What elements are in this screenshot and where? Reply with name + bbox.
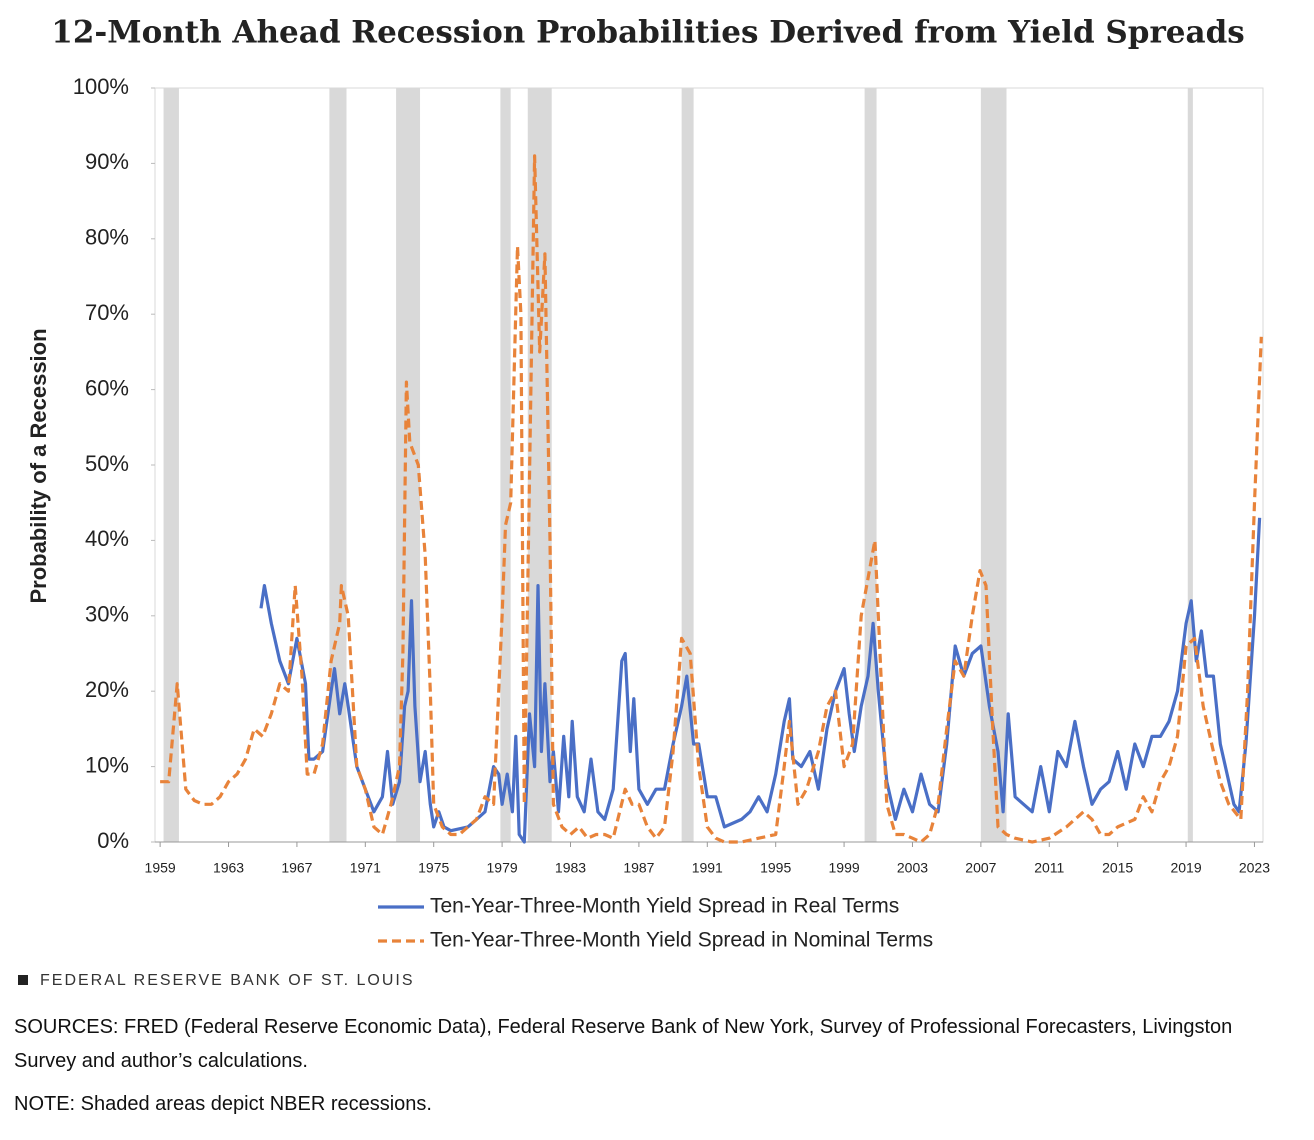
y-tick-label: 80% <box>85 225 129 250</box>
x-tick-label: 1975 <box>418 860 449 876</box>
x-tick-label: 2003 <box>897 860 928 876</box>
brand-text: FEDERAL RESERVE BANK OF ST. LOUIS <box>40 972 415 989</box>
y-tick-label: 0% <box>97 828 129 853</box>
recession-band <box>500 88 511 842</box>
recession-band <box>980 88 1007 842</box>
x-tick-label: 1967 <box>281 860 312 876</box>
x-tick-label: 1995 <box>760 860 791 876</box>
brand-square <box>18 975 28 985</box>
series-line <box>160 154 1263 844</box>
recession-band <box>681 88 694 842</box>
y-tick-label: 70% <box>85 300 129 325</box>
x-tick-label: 1963 <box>213 860 244 876</box>
x-tick-label: 2007 <box>965 860 996 876</box>
x-tick-label: 1971 <box>350 860 381 876</box>
y-tick-label: 30% <box>85 602 129 627</box>
y-tick-label: 100% <box>73 74 129 99</box>
x-tick-label: 2015 <box>1102 860 1133 876</box>
recession-band <box>1187 88 1193 842</box>
x-tick-label: 1979 <box>487 860 518 876</box>
legend-label: Ten-Year-Three-Month Yield Spread in Nom… <box>430 929 933 952</box>
x-tick-label: 2019 <box>1170 860 1201 876</box>
y-tick-label: 90% <box>85 149 129 174</box>
y-tick-label: 10% <box>85 752 129 777</box>
x-tick-label: 1991 <box>692 860 723 876</box>
x-tick-label: 1983 <box>555 860 586 876</box>
x-tick-label: 1999 <box>829 860 860 876</box>
x-tick-label: 1959 <box>145 860 176 876</box>
note: NOTE: Shaded areas depict NBER recession… <box>14 1093 432 1115</box>
y-tick-label: 60% <box>85 375 129 400</box>
branding: FEDERAL RESERVE BANK OF ST. LOUIS <box>18 972 415 990</box>
recession-band <box>329 88 347 842</box>
sources: SOURCES: FRED (Federal Reserve Economic … <box>14 1016 1233 1072</box>
legend-label: Ten-Year-Three-Month Yield Spread in Rea… <box>430 895 899 918</box>
chart-title: 12-Month Ahead Recession Probabilities D… <box>51 15 1245 51</box>
x-tick-label: 1987 <box>623 860 654 876</box>
y-tick-label: 20% <box>85 677 129 702</box>
recession-band <box>163 88 179 842</box>
plot-area <box>154 87 1264 843</box>
y-axis-label: Probability of a Recession <box>26 328 51 603</box>
recession-band <box>864 88 877 842</box>
x-tick-label: 2023 <box>1239 860 1270 876</box>
y-tick-label: 50% <box>85 451 129 476</box>
x-tick-label: 2011 <box>1034 860 1064 876</box>
y-tick-label: 40% <box>85 526 129 551</box>
chart: 12-Month Ahead Recession Probabilities D… <box>26 15 1270 952</box>
